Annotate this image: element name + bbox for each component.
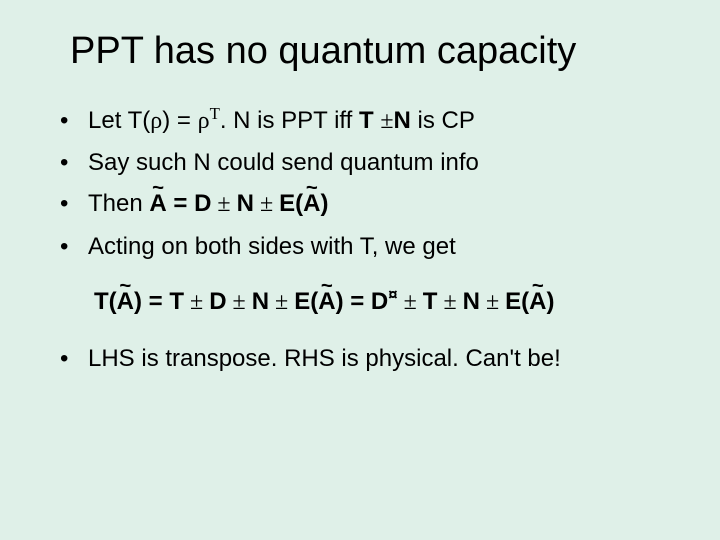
- eq-sup: ¤: [388, 285, 397, 304]
- eq-E: E(: [294, 288, 318, 315]
- eq-c7: ±: [437, 289, 462, 315]
- eq: =: [167, 190, 194, 217]
- bullet-list: • Let T(ρ) = ρT. N is PPT iff T ±N is CP…: [56, 101, 670, 265]
- conclusion-text: LHS is transpose. RHS is physical. Can't…: [88, 340, 670, 377]
- bullet-marker: •: [56, 228, 88, 265]
- bullet-4: • Acting on both sides with T, we get: [56, 228, 670, 265]
- bullet-3: • Then A = D ± N ± E(A): [56, 185, 670, 223]
- eq-c2: ±: [184, 289, 209, 315]
- c2: ±: [254, 191, 279, 217]
- eq-c1: ) =: [134, 288, 169, 315]
- eq-c5: ) =: [336, 288, 371, 315]
- bullet-1: • Let T(ρ) = ρT. N is PPT iff T ±N is CP: [56, 101, 670, 140]
- eq-A: A: [117, 288, 134, 316]
- bullet-2-text: Say such N could send quantum info: [88, 144, 670, 181]
- bullet-1-text: Let T(ρ) = ρT. N is PPT iff T ±N is CP: [88, 101, 670, 140]
- eq-c8: ±: [480, 289, 505, 315]
- b3-pre: Then: [88, 190, 149, 217]
- eq-T3: T: [423, 288, 438, 315]
- eq-N2: N: [463, 288, 480, 315]
- eq-close: ): [546, 288, 554, 315]
- A-tilde: A: [149, 185, 166, 222]
- bullet-marker: •: [56, 185, 88, 222]
- slide-title: PPT has no quantum capacity: [70, 30, 670, 73]
- b1-mid1: ) =: [162, 107, 197, 134]
- b1-mid2: . N is PPT iff: [220, 107, 359, 134]
- bullet-marker: •: [56, 102, 88, 139]
- b1-pre: Let T(: [88, 107, 150, 134]
- conclusion: • LHS is transpose. RHS is physical. Can…: [56, 340, 670, 377]
- bullet-5: • LHS is transpose. RHS is physical. Can…: [56, 340, 670, 377]
- b1-post: is CP: [411, 107, 475, 134]
- eq-E2: E(: [505, 288, 529, 315]
- sup-T: T: [210, 104, 220, 123]
- eq-A2: A: [318, 288, 335, 316]
- eq-D2: D: [371, 288, 388, 315]
- bullet-marker: •: [56, 340, 88, 377]
- eq-N: N: [252, 288, 269, 315]
- N: N: [237, 190, 254, 217]
- eq-c4: ±: [269, 289, 294, 315]
- rho: ρ: [150, 108, 162, 134]
- bullet-3-text: Then A = D ± N ± E(A): [88, 185, 670, 223]
- bullet-4-text: Acting on both sides with T, we get: [88, 228, 670, 265]
- compose1-sym: ±: [380, 108, 393, 134]
- close: ): [320, 190, 328, 217]
- bullet-2: • Say such N could send quantum info: [56, 144, 670, 181]
- eq-c6: ±: [398, 289, 423, 315]
- slide: PPT has no quantum capacity • Let T(ρ) =…: [0, 0, 720, 540]
- eq-T: T(: [94, 288, 117, 315]
- eq-T2: T: [169, 288, 184, 315]
- eq-D: D: [209, 288, 226, 315]
- eq-c3: ±: [227, 289, 252, 315]
- math-T: T: [359, 107, 374, 134]
- equation-block: T(A) = T ± D ± N ± E(A) = D¤ ± T ± N ± E…: [94, 285, 670, 316]
- c1: ±: [211, 191, 236, 217]
- A2: A: [303, 185, 320, 222]
- D: D: [194, 190, 211, 217]
- math-N: N: [394, 107, 411, 134]
- rho2: ρ: [198, 108, 210, 134]
- eq-A3: A: [529, 288, 546, 316]
- bullet-marker: •: [56, 144, 88, 181]
- E: E(: [279, 190, 303, 217]
